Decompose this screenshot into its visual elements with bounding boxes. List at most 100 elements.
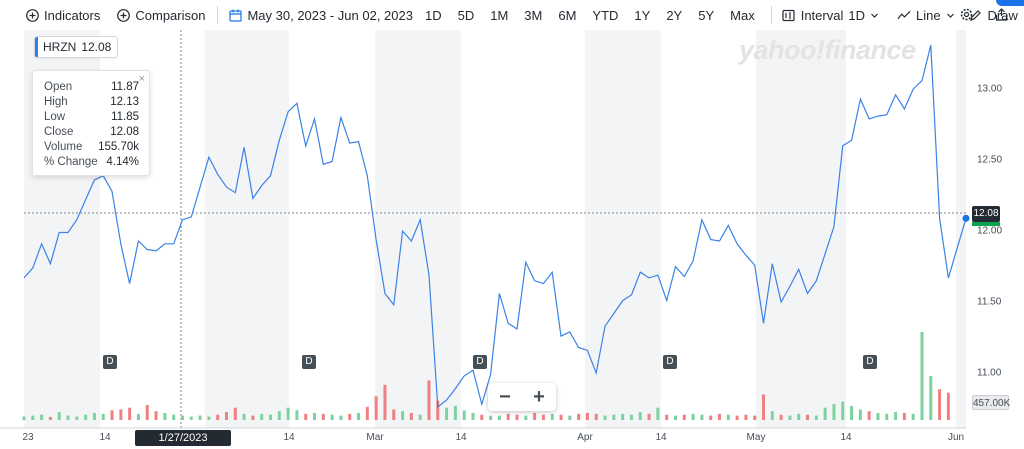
toolbar-right <box>960 8 1008 24</box>
notification-tab <box>996 0 1024 6</box>
range-ytd[interactable]: YTD <box>592 7 619 23</box>
month-band <box>956 30 966 428</box>
dividend-marker[interactable]: D <box>103 355 117 369</box>
x-tick-label: Apr <box>577 432 593 443</box>
interval-value: 1D <box>848 7 865 23</box>
share-icon[interactable] <box>995 8 1008 24</box>
dividend-marker[interactable]: D <box>863 355 877 369</box>
volume-bar <box>189 416 193 420</box>
volume-bar <box>75 416 79 420</box>
x-tick-label: 14 <box>99 432 111 443</box>
draw-label: Draw <box>987 7 1018 23</box>
indicators-label: Indicators <box>44 7 101 23</box>
volume-bar <box>814 415 818 420</box>
volume-bar <box>489 415 493 420</box>
volume-bar <box>339 415 343 420</box>
draw-button[interactable]: Draw <box>969 8 1018 23</box>
month-band <box>375 30 461 428</box>
price-chart[interactable]: 11.00 11.50 12.00 12.50 13.00 23 14 14 Mar 14 Apr 1… <box>0 30 1024 449</box>
volume-bar <box>858 409 862 420</box>
y-tick-label: 11.00 <box>977 368 1002 379</box>
range-2y[interactable]: 2Y <box>666 7 683 23</box>
volume-bar <box>101 413 105 420</box>
tooltip-key: Low <box>44 111 66 123</box>
gear-icon[interactable] <box>960 8 973 24</box>
volume-bar <box>594 413 598 420</box>
volume-bar <box>577 413 581 420</box>
calendar-icon <box>228 8 242 22</box>
range-3m[interactable]: 3M <box>524 7 543 23</box>
zoom-in-button[interactable]: + <box>533 386 545 408</box>
range-5y[interactable]: 5Y <box>698 7 715 23</box>
indicators-button[interactable]: Indicators <box>25 8 100 23</box>
tooltip-value: 12.13 <box>110 96 139 108</box>
volume-bar <box>57 412 61 420</box>
volume-bar <box>392 409 396 420</box>
volume-bar <box>330 414 334 420</box>
range-1m[interactable]: 1M <box>490 7 509 23</box>
volume-bar <box>612 414 616 420</box>
month-band <box>756 30 846 428</box>
volume-bar <box>911 413 915 420</box>
zoom-out-button[interactable]: − <box>499 386 511 408</box>
volume-bar <box>462 410 466 420</box>
volume-bar <box>436 400 440 420</box>
volume-bar <box>603 415 607 420</box>
volume-bar <box>497 415 501 420</box>
tooltip-key: Volume <box>44 141 83 153</box>
range-5d[interactable]: 5D <box>457 7 475 23</box>
volume-bar <box>348 413 352 420</box>
volume-bar <box>533 412 537 420</box>
chevron-down-icon <box>946 8 955 23</box>
volume-bar <box>92 412 96 420</box>
volume-bar <box>242 413 246 420</box>
volume-bar <box>524 415 528 420</box>
range-1y[interactable]: 1Y <box>634 7 651 23</box>
comparison-button[interactable]: Comparison <box>116 8 205 23</box>
volume-bar <box>735 415 739 420</box>
volume-bar <box>726 414 730 420</box>
volume-bar <box>471 412 475 420</box>
volume-bar <box>673 415 677 420</box>
y-tick-label: 12.50 <box>977 155 1002 166</box>
close-icon[interactable]: × <box>138 73 145 85</box>
volume-bar <box>568 415 572 420</box>
chart-type-button[interactable]: Line <box>897 8 955 23</box>
comparison-label: Comparison <box>135 7 206 23</box>
volume-bar <box>515 414 519 420</box>
volume-bar <box>850 405 854 420</box>
volume-bar <box>321 413 325 420</box>
pencil-icon <box>969 8 983 22</box>
y-tick-label: 13.00 <box>977 84 1002 95</box>
plus-circle-icon <box>116 8 130 22</box>
interval-label: Interval <box>800 7 844 23</box>
volume-bar <box>224 412 228 420</box>
tooltip-row-high: High 12.13 <box>44 95 139 110</box>
x-tick-label: May <box>747 432 766 443</box>
symbol-price: 12.08 <box>81 40 112 54</box>
yahoo-finance-watermark: yahoo!finance <box>739 35 916 65</box>
tooltip-value: 155.70k <box>98 141 139 153</box>
volume-bar <box>445 407 449 420</box>
date-range-button[interactable]: May 30, 2023 - Jun 02, 2023 <box>228 8 413 23</box>
range-1d[interactable]: 1D <box>424 7 442 23</box>
volume-bar <box>717 413 721 420</box>
dividend-marker[interactable]: D <box>663 355 677 369</box>
symbol-tag[interactable]: HRZN 12.08 <box>34 36 119 58</box>
range-max[interactable]: Max <box>730 7 755 23</box>
volume-bar <box>163 412 167 420</box>
volume-bar <box>401 411 405 420</box>
interval-button[interactable]: Interval 1D <box>782 8 879 23</box>
series-color-bar <box>35 37 38 57</box>
volume-bar <box>585 412 589 420</box>
tooltip-row-low: Low 11.85 <box>44 110 139 125</box>
date-range-label: May 30, 2023 - Jun 02, 2023 <box>247 7 413 23</box>
volume-bar <box>744 414 748 420</box>
dividend-marker[interactable]: D <box>473 355 487 369</box>
range-6m[interactable]: 6M <box>558 7 577 23</box>
ohlc-tooltip: × Open 11.87 High 12.13 Low 11.85 Close 12.0… <box>32 70 150 176</box>
volume-bar <box>779 414 783 420</box>
range-selector: 1D 5D 1M 3M 6M YTD 1Y 2Y 5Y Max <box>417 8 763 23</box>
volume-bar <box>427 380 431 420</box>
dividend-marker[interactable]: D <box>302 355 316 369</box>
